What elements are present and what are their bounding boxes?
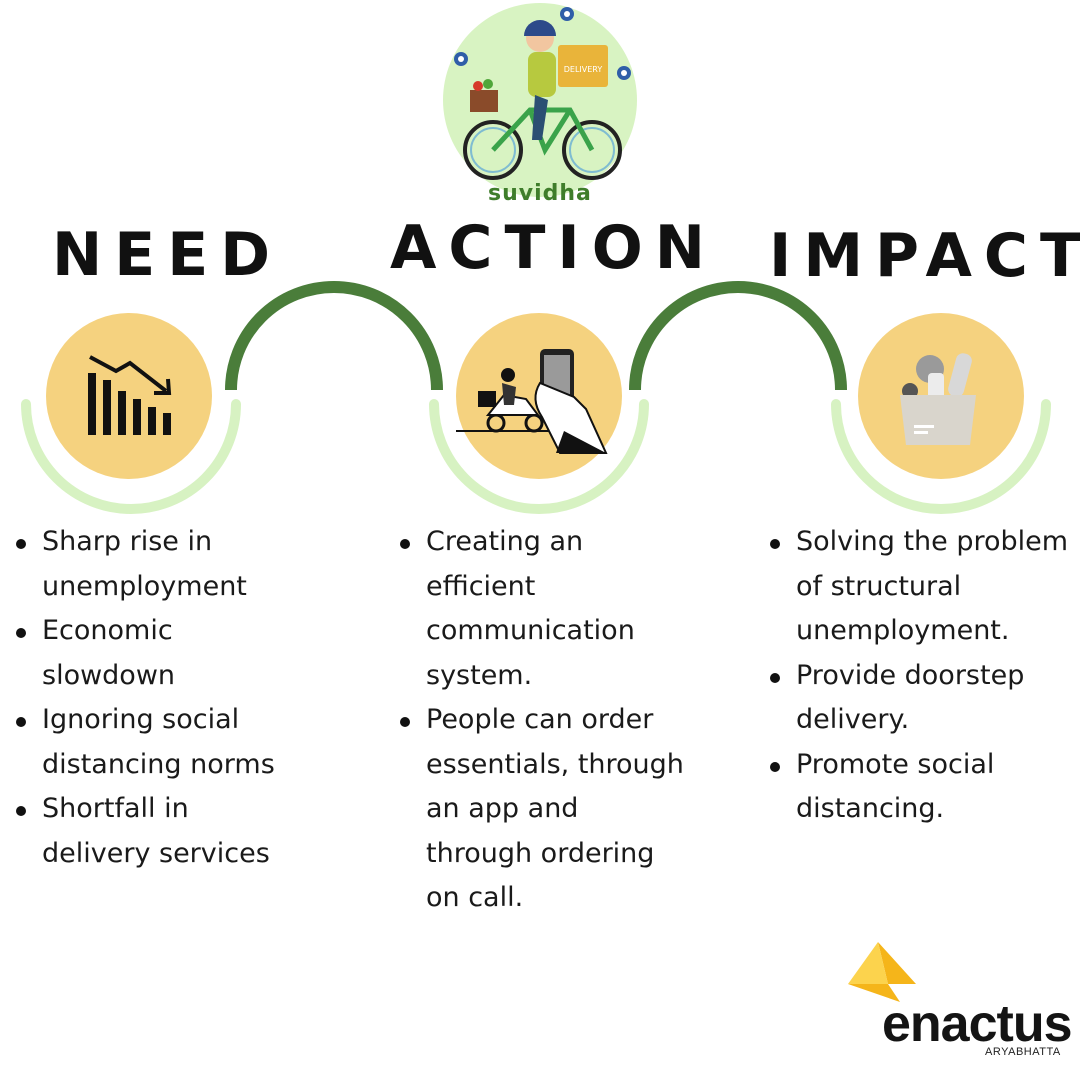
- scooter-delivery-phone-icon: [456, 349, 608, 454]
- declining-bar-chart-icon: [88, 355, 172, 435]
- heading-action: ACTION: [390, 213, 717, 283]
- impact-circle: [858, 313, 1024, 479]
- need-circle: [46, 313, 212, 479]
- list-item: People can order essentials, through an …: [400, 698, 690, 921]
- virus-icon: [454, 7, 631, 80]
- svg-text:DELIVERY: DELIVERY: [564, 65, 603, 74]
- need-bullet-list: Sharp rise in unemployment Economic slow…: [16, 520, 276, 876]
- heading-need: NEED: [52, 220, 282, 290]
- delivery-cyclist-icon: DELIVERY: [443, 3, 637, 197]
- enactus-logo-text: enactus: [882, 995, 1073, 1053]
- timeline-arcs: [21, 281, 1051, 514]
- enactus-logo-subtitle: ARYABHATTA: [985, 1046, 1061, 1058]
- action-circle: [456, 313, 622, 479]
- list-item: Solving the problem of structural unempl…: [770, 520, 1075, 654]
- list-item: Economic slowdown: [16, 609, 276, 698]
- list-item: Ignoring social distancing norms: [16, 698, 276, 787]
- grocery-bag-icon: [900, 353, 976, 445]
- list-item: Shortfall in delivery services: [16, 787, 276, 876]
- action-bullet-list: Creating an efficient communication syst…: [400, 520, 690, 921]
- heading-impact: IMPACT: [769, 221, 1080, 291]
- impact-bullet-list: Solving the problem of structural unempl…: [770, 520, 1075, 832]
- list-item: Provide doorstep delivery.: [770, 654, 1075, 743]
- list-item: Creating an efficient communication syst…: [400, 520, 690, 698]
- suvidha-logo: DELIVERY: [440, 0, 640, 210]
- enactus-mark-icon: [848, 942, 916, 1002]
- brand-name: suvidha: [488, 181, 592, 206]
- list-item: Sharp rise in unemployment: [16, 520, 276, 609]
- list-item: Promote social distancing.: [770, 743, 1075, 832]
